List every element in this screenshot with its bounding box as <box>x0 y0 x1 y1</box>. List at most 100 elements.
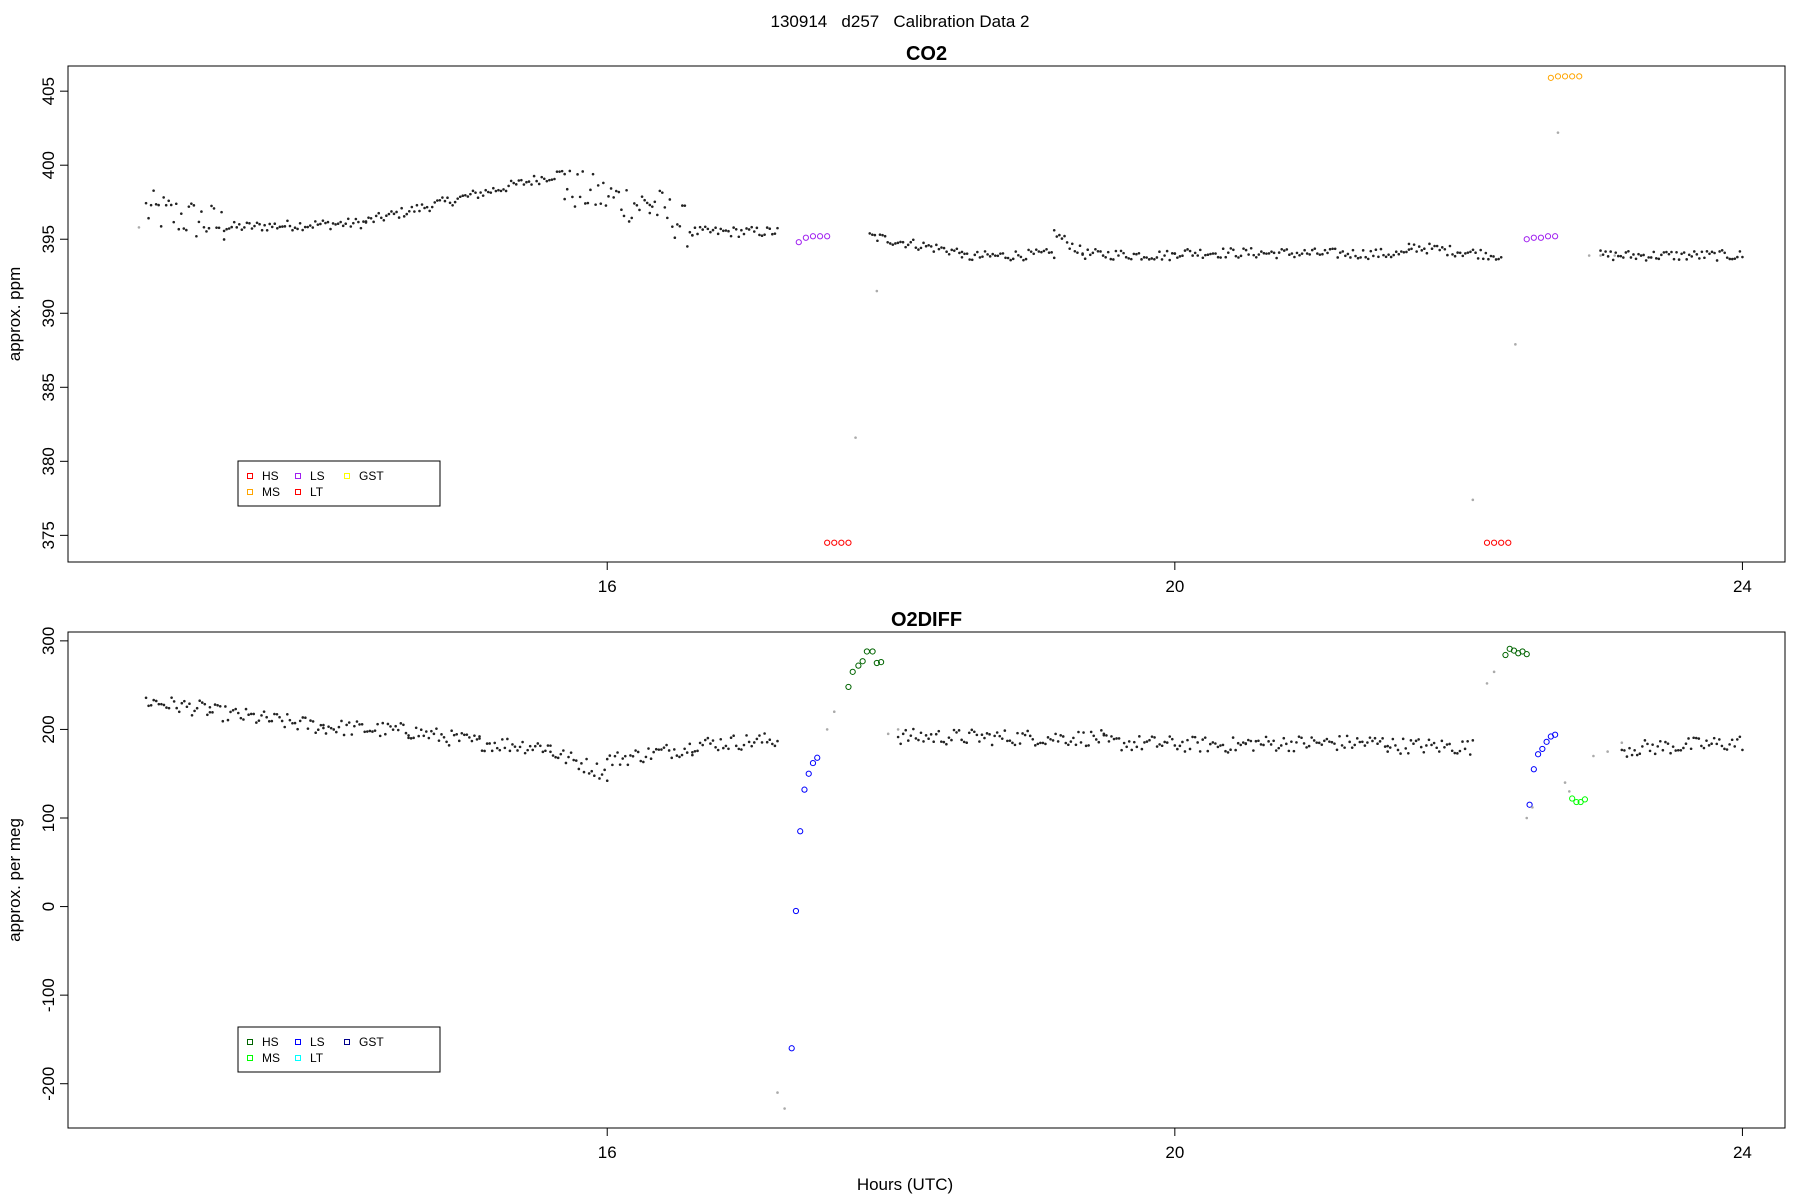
ambient-point <box>293 226 297 230</box>
ambient-point <box>402 723 405 727</box>
calibration-point <box>1510 647 1518 654</box>
y-tick-label: 300 <box>39 627 58 655</box>
ambient-point <box>691 750 694 754</box>
ambient-point <box>1425 744 1428 747</box>
ambient-point <box>185 705 189 709</box>
ambient-point <box>1052 228 1056 232</box>
ambient-point <box>1109 257 1113 261</box>
ambient-point <box>589 188 592 192</box>
ambient-point <box>1142 256 1146 259</box>
ambient-point <box>436 199 439 202</box>
ambient-point <box>1705 739 1708 742</box>
ambient-point <box>973 730 976 734</box>
ambient-point <box>1637 252 1640 256</box>
ambient-point <box>973 253 977 257</box>
ambient-point <box>326 220 330 224</box>
ambient-point <box>263 223 266 227</box>
ambient-point <box>1262 743 1265 747</box>
ambient-point <box>683 204 687 207</box>
ambient-point <box>1445 743 1449 746</box>
ambient-point <box>432 732 436 736</box>
ambient-point <box>1011 741 1014 745</box>
ambient-point <box>329 726 333 730</box>
ambient-point <box>448 201 452 205</box>
ambient-point <box>673 748 676 751</box>
ambient-point <box>188 702 191 705</box>
ambient-point <box>1115 737 1118 740</box>
ambient-point <box>719 227 723 231</box>
ambient-point <box>711 228 715 232</box>
ambient-point <box>740 748 743 751</box>
ambient-point <box>1474 251 1477 254</box>
ambient-point <box>758 734 761 737</box>
transition-point <box>1485 682 1489 685</box>
ambient-point <box>498 748 502 752</box>
ambient-point <box>1257 253 1261 256</box>
ambient-point <box>1282 736 1286 740</box>
ambient-point <box>1741 748 1744 752</box>
ambient-point <box>901 732 905 736</box>
ambient-point <box>499 189 503 193</box>
ambient-point <box>1316 252 1319 255</box>
ambient-point <box>461 194 465 198</box>
ambient-point <box>463 733 466 737</box>
ambient-point <box>1728 257 1732 261</box>
ambient-point <box>1377 255 1380 259</box>
ambient-point <box>481 194 485 197</box>
ambient-point <box>493 741 497 745</box>
ambient-point <box>210 204 213 208</box>
ambient-point <box>1366 741 1369 744</box>
ambient-point <box>364 221 368 224</box>
ambient-point <box>195 706 199 710</box>
ambient-point <box>613 754 617 758</box>
calibration-point <box>1505 539 1512 546</box>
ambient-point <box>1039 741 1042 745</box>
y-tick-label: 395 <box>39 225 58 253</box>
ambient-point <box>896 241 900 245</box>
ambient-point <box>147 704 150 708</box>
ambient-point <box>590 769 594 773</box>
ambient-point <box>353 724 356 728</box>
ambient-point <box>968 258 971 261</box>
ambient-point <box>442 735 446 739</box>
ambient-point <box>221 719 225 723</box>
ambient-point <box>1389 255 1393 259</box>
ambient-point <box>1000 737 1004 740</box>
ambient-point <box>600 773 604 776</box>
ambient-point <box>304 716 307 720</box>
ambient-point <box>666 216 669 220</box>
transition-point <box>1592 754 1595 758</box>
ambient-point <box>688 742 692 746</box>
ambient-point <box>276 226 279 230</box>
ambient-point <box>734 227 738 231</box>
y-tick-label: 390 <box>39 299 58 327</box>
ambient-point <box>1705 250 1709 253</box>
ambient-point <box>484 188 487 192</box>
ambient-point <box>1027 248 1030 252</box>
ambient-point <box>1425 251 1429 255</box>
ambient-point <box>678 224 682 228</box>
ambient-point <box>1340 744 1344 747</box>
ambient-point <box>1312 739 1316 742</box>
ambient-point <box>526 748 529 752</box>
ambient-point <box>737 747 741 751</box>
ambient-point <box>1700 250 1704 254</box>
ambient-point <box>359 226 363 230</box>
ambient-point <box>1440 246 1444 249</box>
ambient-point <box>149 704 153 707</box>
ambient-point <box>727 747 730 751</box>
ambient-point <box>390 210 393 213</box>
ambient-point <box>476 196 480 200</box>
ambient-point <box>1415 250 1418 253</box>
ambient-point <box>1676 748 1680 752</box>
ambient-point <box>1651 743 1654 746</box>
ambient-point <box>1666 742 1670 745</box>
ambient-point <box>667 749 671 752</box>
ambient-point <box>1232 248 1235 252</box>
transition-point <box>1471 498 1475 502</box>
ambient-point <box>580 762 583 765</box>
ambient-point <box>1097 740 1101 744</box>
ambient-point <box>293 721 297 725</box>
ambient-point <box>278 715 281 719</box>
ambient-point <box>1221 743 1225 747</box>
